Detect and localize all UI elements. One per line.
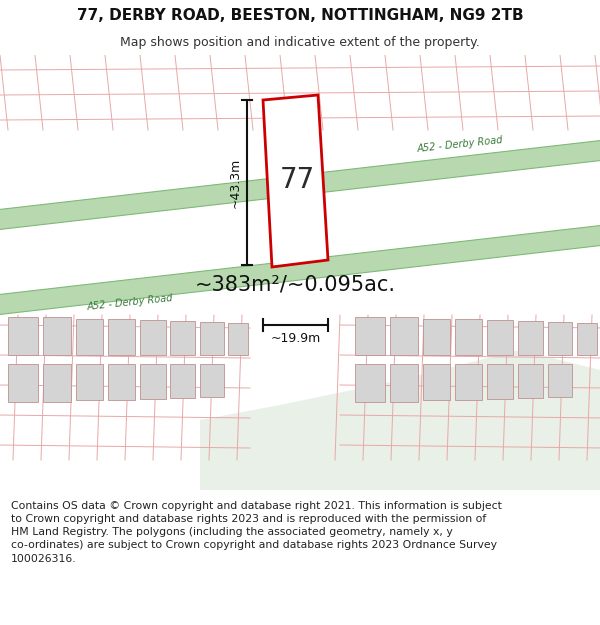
Bar [8,317,38,355]
Bar [355,317,385,355]
Bar [200,322,224,355]
Bar [228,323,248,355]
Text: ~19.9m: ~19.9m [271,332,320,346]
Bar [455,364,482,400]
Bar [43,364,71,402]
Bar [455,319,482,355]
Bar [390,317,418,355]
Text: 77, DERBY ROAD, BEESTON, NOTTINGHAM, NG9 2TB: 77, DERBY ROAD, BEESTON, NOTTINGHAM, NG9… [77,8,523,23]
Text: A52 - Derby Road: A52 - Derby Road [86,294,173,312]
Bar [423,364,450,400]
Bar [76,364,103,400]
Bar [200,364,224,397]
Bar [548,322,572,355]
Polygon shape [0,225,600,315]
Bar [577,323,597,355]
Text: ~383m²/~0.095ac.: ~383m²/~0.095ac. [194,275,395,295]
Polygon shape [0,140,600,230]
Text: 77: 77 [280,166,314,194]
Bar [170,364,195,398]
Polygon shape [200,350,600,490]
Bar [423,319,450,355]
Bar [8,364,38,402]
Bar [548,364,572,397]
Bar [487,364,513,399]
Bar [355,364,385,402]
Text: Map shows position and indicative extent of the property.: Map shows position and indicative extent… [120,36,480,49]
Text: A52 - Derby Road: A52 - Derby Road [416,136,503,154]
Bar [170,321,195,355]
Polygon shape [263,95,328,267]
Bar [487,320,513,355]
Bar [140,320,166,355]
Bar [108,319,135,355]
Bar [108,364,135,400]
Bar [76,319,103,355]
Bar [140,364,166,399]
Text: Contains OS data © Crown copyright and database right 2021. This information is : Contains OS data © Crown copyright and d… [11,501,502,564]
Text: ~43.3m: ~43.3m [229,158,241,208]
Bar [390,364,418,402]
Bar [43,317,71,355]
Bar [518,321,543,355]
Bar [518,364,543,398]
